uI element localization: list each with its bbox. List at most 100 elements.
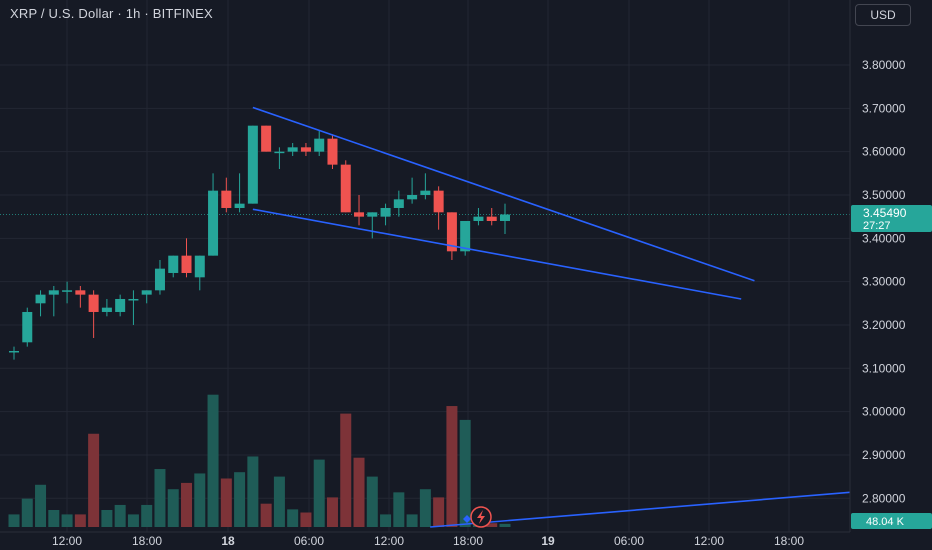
- candle: [393, 190, 404, 217]
- candle-body: [234, 203, 245, 208]
- volume-bar: [220, 478, 232, 527]
- volume-bar: [167, 489, 179, 527]
- candle-body: [168, 255, 179, 273]
- time-tick-label: 12:00: [694, 534, 724, 548]
- volume-bar: [326, 497, 338, 527]
- time-axis[interactable]: 12:00 18:00 18 06:00 12:00 18:00 19 06:00 12:00 1…: [52, 534, 804, 548]
- volume-bar: [393, 492, 405, 527]
- volume-bar: [313, 459, 325, 527]
- candle-body: [101, 307, 112, 312]
- volume-bar: [114, 504, 126, 527]
- candle-body: [62, 290, 73, 292]
- volume-bar: [154, 469, 166, 527]
- candle-body: [115, 298, 126, 312]
- candle: [115, 294, 126, 317]
- price-tick-label: 3.80000: [862, 58, 906, 72]
- candle: [460, 220, 471, 256]
- candle: [154, 259, 165, 295]
- diamond-marker-icon[interactable]: [463, 515, 471, 523]
- time-tick-label: 12:00: [374, 534, 404, 548]
- volume-bar: [419, 489, 431, 527]
- time-tick-label: 18:00: [132, 534, 162, 548]
- volume-value: 48.04 K: [866, 516, 905, 528]
- time-tick-label: 06:00: [614, 534, 644, 548]
- candle: [473, 207, 484, 226]
- volume-bar: [48, 509, 60, 527]
- candle: [354, 194, 365, 226]
- candle: [194, 255, 205, 291]
- price-tick-label: 3.60000: [862, 145, 906, 159]
- candle-body: [300, 147, 311, 152]
- symbol-title[interactable]: XRP / U.S. Dollar · 1h · BITFINEX: [10, 6, 213, 21]
- volume-bar: [247, 456, 259, 527]
- candle-body: [35, 294, 46, 304]
- candles: [9, 125, 510, 360]
- candle: [247, 125, 258, 204]
- candle: [287, 142, 298, 156]
- candle-body: [407, 194, 418, 200]
- candle: [35, 290, 46, 317]
- candle-body: [9, 350, 19, 353]
- candle-body: [22, 311, 33, 343]
- candle-body: [48, 290, 59, 295]
- currency-button[interactable]: USD: [855, 4, 911, 26]
- candle: [420, 173, 431, 200]
- candle-countdown: 27:27: [863, 220, 891, 232]
- price-tick-label: 3.00000: [862, 405, 906, 419]
- price-tick-label: 2.80000: [862, 491, 906, 505]
- candle-body: [128, 298, 139, 301]
- volume-bar: [273, 476, 285, 527]
- candle: [486, 207, 497, 226]
- candle: [48, 285, 59, 317]
- volume-bar: [181, 482, 193, 527]
- candle-body: [154, 268, 165, 291]
- candle-body: [433, 190, 444, 213]
- candle: [181, 238, 192, 278]
- trendline-lower[interactable]: [252, 208, 742, 300]
- candle: [208, 173, 219, 256]
- candle-body: [327, 138, 338, 165]
- trendlines[interactable]: [252, 106, 851, 528]
- candle-body: [340, 164, 351, 213]
- candle-body: [499, 214, 510, 221]
- alert-icon[interactable]: [470, 506, 492, 528]
- volume-bar: [101, 509, 113, 527]
- volume-bar: [61, 514, 73, 527]
- trendline-upper[interactable]: [252, 106, 755, 282]
- volume-bar: [366, 476, 378, 527]
- volume-bar: [300, 512, 312, 527]
- volume-bar: [340, 413, 352, 527]
- candle: [75, 285, 86, 308]
- last-price-value: 3.45490: [863, 206, 907, 220]
- price-tick-label: 3.50000: [862, 188, 906, 202]
- volume-bar: [74, 514, 86, 527]
- price-tick-label: 3.70000: [862, 101, 906, 115]
- candle-body: [247, 125, 258, 204]
- volume-bar: [8, 514, 20, 527]
- candle-body: [354, 212, 365, 217]
- volume-bar: [287, 509, 299, 527]
- candle-body: [367, 212, 378, 217]
- volume-bar: [486, 523, 498, 527]
- trendline-volume[interactable]: [430, 491, 851, 528]
- candle: [221, 177, 232, 213]
- candle: [367, 212, 378, 239]
- volume-bar: [499, 523, 511, 527]
- volume-bar: [207, 394, 219, 527]
- candle: [141, 290, 152, 304]
- candle-body: [314, 138, 325, 152]
- candle: [261, 125, 272, 152]
- candle-body: [261, 125, 272, 152]
- price-axis[interactable]: 3.80000 3.70000 3.60000 3.50000 3.40000 3.300…: [862, 58, 906, 505]
- candle-body: [88, 294, 99, 312]
- time-tick-label: 18:00: [453, 534, 483, 548]
- price-tick-label: 3.40000: [862, 231, 906, 245]
- time-tick-label: 12:00: [52, 534, 82, 548]
- price-tick-label: 3.20000: [862, 318, 906, 332]
- volume-bar: [234, 472, 246, 527]
- candle: [380, 203, 391, 226]
- candle-body: [274, 151, 285, 154]
- candle-body: [141, 290, 152, 295]
- candle-body: [460, 220, 471, 252]
